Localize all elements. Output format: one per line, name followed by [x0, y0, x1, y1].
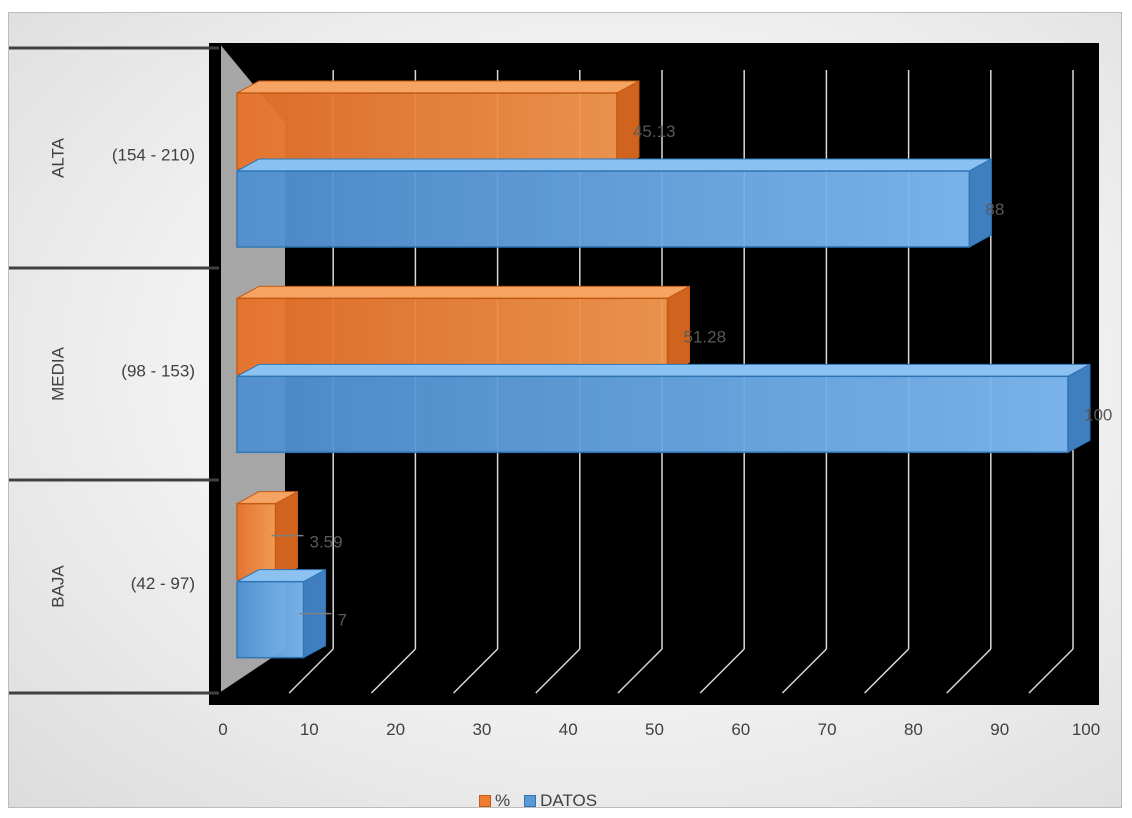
- category-group-media: MEDIA: [48, 346, 67, 401]
- category-range-baja: (42 - 97): [131, 574, 195, 593]
- x-tick-80: 80: [904, 720, 923, 739]
- legend-swatch-percent: [479, 795, 491, 807]
- data-label-datos-alta: 88: [985, 200, 1004, 219]
- gridline-floor-70: [781, 648, 827, 694]
- data-label-percent-baja: 3.59: [310, 533, 343, 552]
- x-tick-30: 30: [472, 720, 491, 739]
- legend-swatch-datos: [524, 795, 537, 807]
- gridline-floor-90: [946, 648, 992, 694]
- bar-top-percent-alta: [236, 80, 640, 94]
- gridline-floor-60: [699, 648, 745, 694]
- gridline-floor-30: [453, 648, 499, 694]
- x-tick-10: 10: [300, 720, 319, 739]
- bar-datos-baja: [236, 580, 305, 659]
- bar-top-datos-media: [236, 363, 1091, 377]
- x-tick-90: 90: [990, 720, 1009, 739]
- x-tick-40: 40: [559, 720, 578, 739]
- gridline-floor-20: [370, 648, 416, 694]
- chart-frame: 45.13 88 51.28 100 3.59 7 ALTA (154 - 210) MEDI…: [8, 12, 1122, 810]
- x-tick-20: 20: [386, 720, 405, 739]
- category-group-baja: BAJA: [48, 565, 67, 608]
- gridline-floor-50: [617, 648, 663, 694]
- bar-top-datos-alta: [236, 158, 992, 172]
- legend-label-datos: DATOS: [540, 791, 598, 810]
- category-group-alta: ALTA: [48, 137, 67, 178]
- bar-datos-alta: [236, 170, 971, 248]
- data-label-percent-media: 51.28: [684, 327, 727, 346]
- gridline-floor-10: [288, 648, 334, 694]
- x-tick-0: 0: [218, 720, 227, 739]
- data-label-datos-media: 100: [1084, 405, 1112, 424]
- bar-percent-alta: [236, 92, 618, 170]
- data-label-datos-baja: 7: [338, 611, 347, 630]
- bar-percent-media: [236, 297, 669, 376]
- x-tick-70: 70: [818, 720, 837, 739]
- legend-label-percent: %: [495, 791, 511, 810]
- legend-item-percent: %: [479, 791, 510, 811]
- gridline-floor-40: [535, 648, 581, 694]
- gridline-floor-100: [1028, 648, 1074, 694]
- gridline-floor-80: [864, 648, 910, 694]
- x-tick-60: 60: [731, 720, 750, 739]
- category-range-alta: (154 - 210): [112, 145, 195, 164]
- data-label-percent-alta: 45.13: [633, 122, 676, 141]
- x-tick-100: 100: [1072, 720, 1100, 739]
- category-range-media: (98 - 153): [121, 361, 195, 380]
- bar-top-percent-media: [236, 285, 690, 299]
- x-tick-50: 50: [645, 720, 664, 739]
- legend: % DATOS: [479, 790, 597, 812]
- bar-datos-media: [236, 375, 1069, 454]
- bar-percent-baja: [236, 502, 277, 581]
- legend-item-datos: DATOS: [524, 791, 597, 811]
